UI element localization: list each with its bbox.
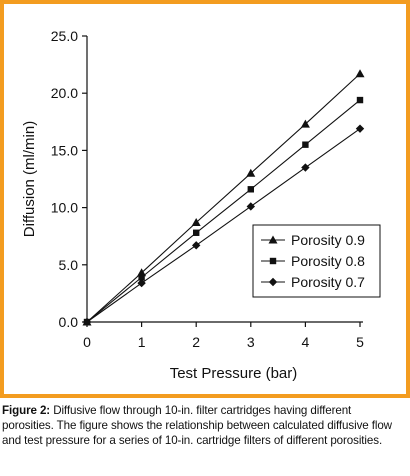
diffusion-chart: 0 1 2 3 4 5 0.0 5.0 10.0 15.0 20.0 25.0 Test Press… (21, 28, 381, 382)
data-point (302, 141, 309, 148)
y-tick-label: 15.0 (51, 142, 78, 158)
y-axis-label: Diffusion (ml/min) (21, 121, 38, 237)
series-group (82, 69, 365, 327)
data-point (192, 241, 201, 250)
y-tick-label: 25.0 (51, 28, 78, 44)
legend: Porosity 0.9 Porosity 0.8 Porosity 0.7 (252, 224, 381, 298)
x-tick-label: 4 (302, 334, 310, 350)
series-line (86, 128, 361, 323)
axes (86, 36, 363, 323)
series-line (86, 73, 361, 323)
y-tick-label: 0.0 (59, 314, 79, 330)
series-line (86, 99, 361, 323)
x-tick-label: 5 (356, 334, 364, 350)
x-tick-label: 1 (138, 334, 146, 350)
data-point (137, 278, 146, 288)
caption-lead: Figure 2: (2, 404, 51, 417)
y-tick-label: 5.0 (59, 257, 79, 273)
legend-label: Porosity 0.8 (291, 253, 365, 269)
data-point (300, 119, 310, 128)
series-diamond (82, 124, 365, 327)
legend-marker (269, 257, 277, 265)
data-point (82, 317, 92, 327)
legend-marker (268, 235, 278, 244)
legend-label: Porosity 0.7 (291, 274, 365, 290)
caption-text: Diffusive flow through 10-in. filter car… (2, 404, 392, 447)
plot-panel (4, 4, 406, 394)
figure-frame (0, 0, 410, 398)
x-tick-label: 3 (247, 334, 255, 350)
data-point (138, 274, 145, 281)
y-tick-label: 20.0 (51, 85, 78, 101)
legend-marker (268, 277, 278, 287)
data-point (247, 186, 254, 193)
figure-caption: Figure 2: Diffusive flow through 10-in. … (2, 403, 402, 448)
data-point (355, 124, 365, 133)
y-tick-label: 10.0 (51, 200, 78, 216)
data-point (356, 96, 364, 104)
data-point (246, 168, 256, 177)
x-axis-label: Test Pressure (bar) (170, 365, 298, 382)
y-ticks: 0.0 5.0 10.0 15.0 20.0 25.0 (51, 28, 87, 330)
data-point (193, 229, 200, 236)
x-tick-label: 2 (192, 334, 200, 350)
data-point (355, 69, 365, 78)
data-point (246, 202, 255, 211)
data-point (191, 217, 201, 226)
data-point (301, 163, 310, 172)
legend-label: Porosity 0.9 (291, 232, 365, 248)
x-ticks: 0 1 2 3 4 5 (83, 322, 364, 350)
x-tick-label: 0 (83, 334, 91, 350)
